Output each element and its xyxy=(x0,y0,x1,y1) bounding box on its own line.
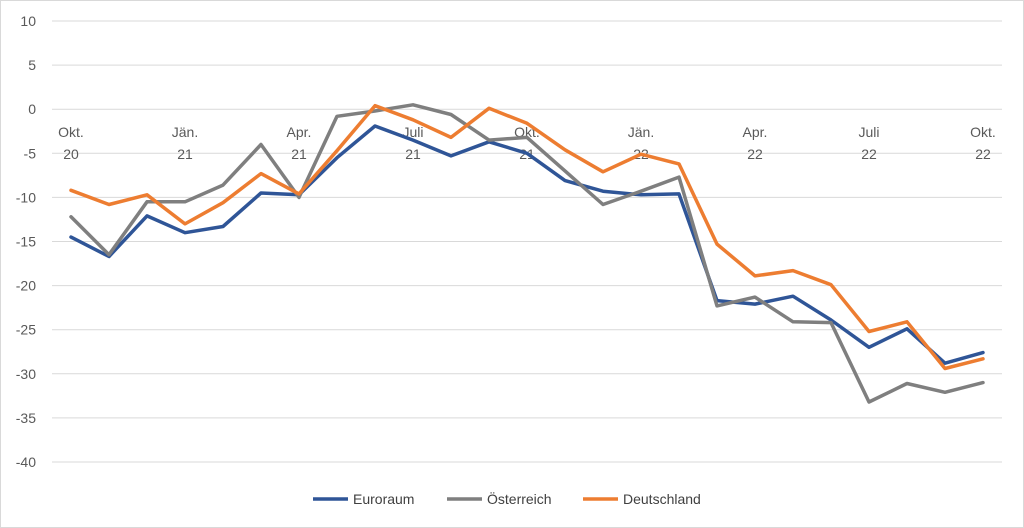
x-tick-label-month: Jän. xyxy=(628,124,654,140)
x-tick-label-month: Juli xyxy=(858,124,879,140)
y-tick-label: -40 xyxy=(16,454,36,470)
x-tick-label-year: 21 xyxy=(405,146,421,162)
x-tick-label-month: Juli xyxy=(402,124,423,140)
x-tick-label-year: 20 xyxy=(63,146,79,162)
x-tick-label-year: 21 xyxy=(177,146,193,162)
x-tick-label-month: Okt. xyxy=(58,124,84,140)
series-line-3 xyxy=(69,103,985,371)
legend: Euroraum Österreich Deutschland xyxy=(313,490,701,507)
y-tick-label: -25 xyxy=(16,322,36,338)
y-tick-label: -10 xyxy=(16,189,36,205)
legend-label: Euroraum xyxy=(353,491,414,507)
y-axis: 10 5 0 -5 -10 -15 -20 -25 -30 -35 -40 xyxy=(16,13,36,470)
y-tick-label: 5 xyxy=(28,57,36,73)
y-tick-label: -15 xyxy=(16,234,36,250)
series-line-1 xyxy=(69,124,985,365)
series-line-2 xyxy=(69,103,985,404)
gridlines xyxy=(52,20,1002,463)
legend-label: Österreich xyxy=(487,490,552,507)
x-tick-label-month: Okt. xyxy=(970,124,996,140)
y-tick-label: -20 xyxy=(16,278,36,294)
x-tick-label-year: 22 xyxy=(861,146,877,162)
y-tick-label: -30 xyxy=(16,366,36,382)
y-tick-label: 0 xyxy=(28,101,36,117)
y-tick-label: 10 xyxy=(20,13,36,29)
y-tick-label: -35 xyxy=(16,410,36,426)
x-tick-label-year: 21 xyxy=(291,146,307,162)
legend-label: Deutschland xyxy=(623,491,701,507)
x-tick-label-year: 22 xyxy=(975,146,991,162)
series-lines xyxy=(69,103,985,404)
x-axis: Okt.20Jän.21Apr.21Juli21Okt.21Jän.22Apr.… xyxy=(58,124,996,162)
x-tick-label-month: Apr. xyxy=(743,124,768,140)
y-tick-label: -5 xyxy=(24,145,37,161)
x-tick-label-month: Jän. xyxy=(172,124,198,140)
x-tick-label-year: 22 xyxy=(747,146,763,162)
x-tick-label-month: Apr. xyxy=(287,124,312,140)
